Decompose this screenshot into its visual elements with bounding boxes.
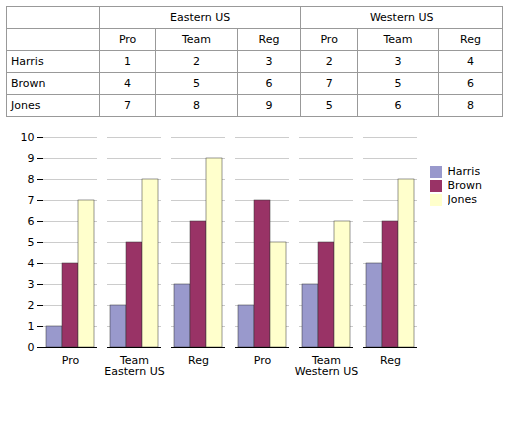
html-text:9: 9 <box>265 99 273 112</box>
svg-text:5: 5 <box>28 236 35 249</box>
svg-text:7: 7 <box>28 194 35 207</box>
svg-text:10: 10 <box>21 131 35 144</box>
html-text:Jones: Jones <box>447 193 477 206</box>
html-text:Harris: Harris <box>447 165 481 178</box>
svg-text:3: 3 <box>28 278 35 291</box>
html-text:3: 3 <box>394 55 402 68</box>
html-text:Pro: Pro <box>320 33 338 46</box>
html-text:Reg: Reg <box>258 33 280 46</box>
html-text:8: 8 <box>193 99 200 112</box>
svg-text:Reg: Reg <box>380 354 401 367</box>
svg-text:8: 8 <box>28 173 35 186</box>
html-text:6: 6 <box>467 77 475 90</box>
html-text:7: 7 <box>325 77 333 90</box>
html-text:4: 4 <box>124 77 132 90</box>
svg-text:Reg: Reg <box>188 354 209 367</box>
svg-text:6: 6 <box>28 215 35 228</box>
html-text:Eastern US: Eastern US <box>170 11 231 24</box>
html-text:Jones: Jones <box>11 99 41 112</box>
html-text:Reg: Reg <box>460 33 481 46</box>
html-text:6: 6 <box>265 77 273 90</box>
html-text:5: 5 <box>193 77 200 90</box>
html-text:1: 1 <box>124 55 132 68</box>
svg-text:9: 9 <box>28 152 35 165</box>
svg-text:Pro: Pro <box>62 354 80 367</box>
svg-text:1: 1 <box>28 320 35 333</box>
html-text:6: 6 <box>394 99 402 112</box>
svg-text:TeamEastern US: TeamEastern US <box>104 354 164 378</box>
html-text:Team: Team <box>181 33 211 46</box>
html-text:2: 2 <box>193 55 200 68</box>
html-text:Brown: Brown <box>447 179 482 192</box>
svg-text:2: 2 <box>28 299 35 312</box>
html-text:4: 4 <box>467 55 475 68</box>
html-text:Team: Team <box>383 33 413 46</box>
html-text:Pro: Pro <box>118 33 137 46</box>
html-text:5: 5 <box>394 77 402 90</box>
svg-text:4: 4 <box>28 257 35 270</box>
svg-text:TeamWestern US: TeamWestern US <box>295 354 359 378</box>
html-text:Harris: Harris <box>11 55 44 68</box>
svg-text:Pro: Pro <box>254 354 272 367</box>
html-text:Western US: Western US <box>369 11 434 24</box>
html-text:8: 8 <box>467 99 475 112</box>
svg-text:0: 0 <box>28 341 35 354</box>
html-text:2: 2 <box>325 55 333 68</box>
html-text:3: 3 <box>265 55 273 68</box>
html-text:5: 5 <box>325 99 333 112</box>
html-text:Brown: Brown <box>11 77 46 90</box>
html-text:7: 7 <box>124 99 132 112</box>
